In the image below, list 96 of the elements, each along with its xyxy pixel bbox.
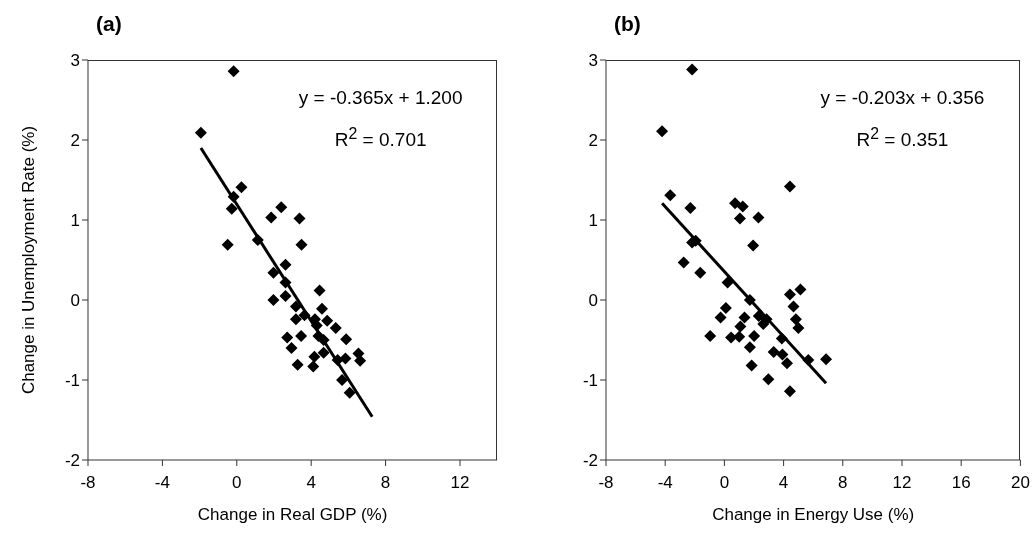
point (781, 357, 793, 370)
annotation: y = -0.203x + 0.356 (819, 86, 986, 110)
point (307, 360, 320, 373)
point (684, 202, 697, 214)
point (279, 258, 292, 271)
x-tick-label: 12 (450, 473, 470, 493)
y-tick-label: -2 (64, 451, 80, 471)
point (748, 330, 761, 342)
point (686, 63, 699, 76)
point (767, 346, 780, 358)
point (227, 65, 240, 78)
point (789, 313, 802, 326)
y-tick-label: -1 (64, 371, 80, 391)
point (783, 385, 796, 398)
x-tick-label: 8 (380, 473, 391, 493)
x-tick-label: -8 (598, 473, 614, 493)
point (747, 239, 760, 252)
point (235, 181, 248, 194)
point (762, 373, 775, 386)
y-tick-label: 2 (588, 131, 598, 151)
point (733, 212, 746, 225)
x-tick-label: 16 (951, 473, 971, 493)
point (317, 346, 330, 359)
y-tick-label: 0 (70, 291, 80, 311)
point (794, 283, 807, 296)
point (265, 211, 278, 224)
point (343, 386, 356, 399)
point (733, 330, 746, 343)
x-tick-label: -8 (80, 473, 96, 493)
x-tick-label: 0 (719, 473, 730, 493)
point (279, 290, 292, 302)
y-axis-title: Change in Unemployment Rate (%) (19, 125, 39, 395)
point (194, 126, 207, 139)
y-tick-label: 0 (588, 291, 598, 311)
x-tick-label: 20 (1010, 473, 1030, 493)
point (783, 288, 796, 301)
chart-title: (b) (614, 12, 641, 36)
y-tick-label: 2 (70, 131, 80, 151)
y-tick-label: 1 (588, 211, 598, 231)
y-tick-label: -2 (582, 451, 598, 471)
point (787, 300, 800, 313)
y-tick-label: 3 (70, 51, 80, 71)
point (285, 342, 298, 354)
chart-title: (a) (96, 12, 122, 36)
point (295, 238, 308, 251)
point (340, 333, 353, 346)
point (275, 201, 288, 214)
x-tick-label: 12 (892, 473, 912, 493)
y-tick-label: 1 (70, 211, 80, 231)
x-tick-label: -4 (657, 473, 673, 493)
point (783, 180, 796, 193)
point (336, 374, 349, 386)
point (321, 314, 334, 327)
point (776, 348, 789, 361)
point (743, 341, 756, 354)
point (714, 311, 727, 324)
x-tick-label: 4 (778, 473, 789, 493)
point (704, 330, 717, 342)
x-tick-label: 8 (838, 473, 848, 493)
point (293, 212, 306, 225)
x-tick-label: 0 (232, 473, 242, 493)
annotation: R$^{2}$ = 0.701 (333, 124, 428, 153)
point (221, 238, 234, 251)
y-tick-label: 3 (588, 51, 598, 71)
point (734, 320, 747, 333)
point (313, 284, 326, 297)
point (719, 302, 732, 314)
point (729, 197, 742, 210)
point (677, 256, 690, 269)
annotation: R$^{2}$ = 0.351 (855, 124, 950, 153)
point (291, 358, 304, 371)
point (225, 202, 238, 215)
x-axis-title: Change in Energy Use (%) (712, 505, 915, 524)
y-tick-label: -1 (582, 371, 598, 391)
point (664, 189, 677, 202)
point (267, 266, 280, 279)
point (656, 125, 669, 138)
x-axis-title: Change in Real GDP (%) (197, 504, 388, 524)
point (281, 331, 294, 344)
point (308, 350, 321, 363)
point (315, 302, 328, 315)
point (289, 313, 302, 326)
point (752, 211, 765, 224)
point (267, 294, 280, 306)
point (329, 322, 342, 334)
point (289, 300, 302, 313)
point (820, 353, 833, 366)
annotation: y = -0.365x + 1.200 (297, 86, 464, 110)
x-tick-label: -4 (154, 473, 170, 493)
point (736, 200, 749, 213)
point (694, 266, 707, 279)
point (792, 322, 805, 334)
point (738, 311, 751, 324)
point (745, 359, 758, 372)
point (295, 330, 308, 342)
x-tick-label: 4 (306, 473, 316, 493)
